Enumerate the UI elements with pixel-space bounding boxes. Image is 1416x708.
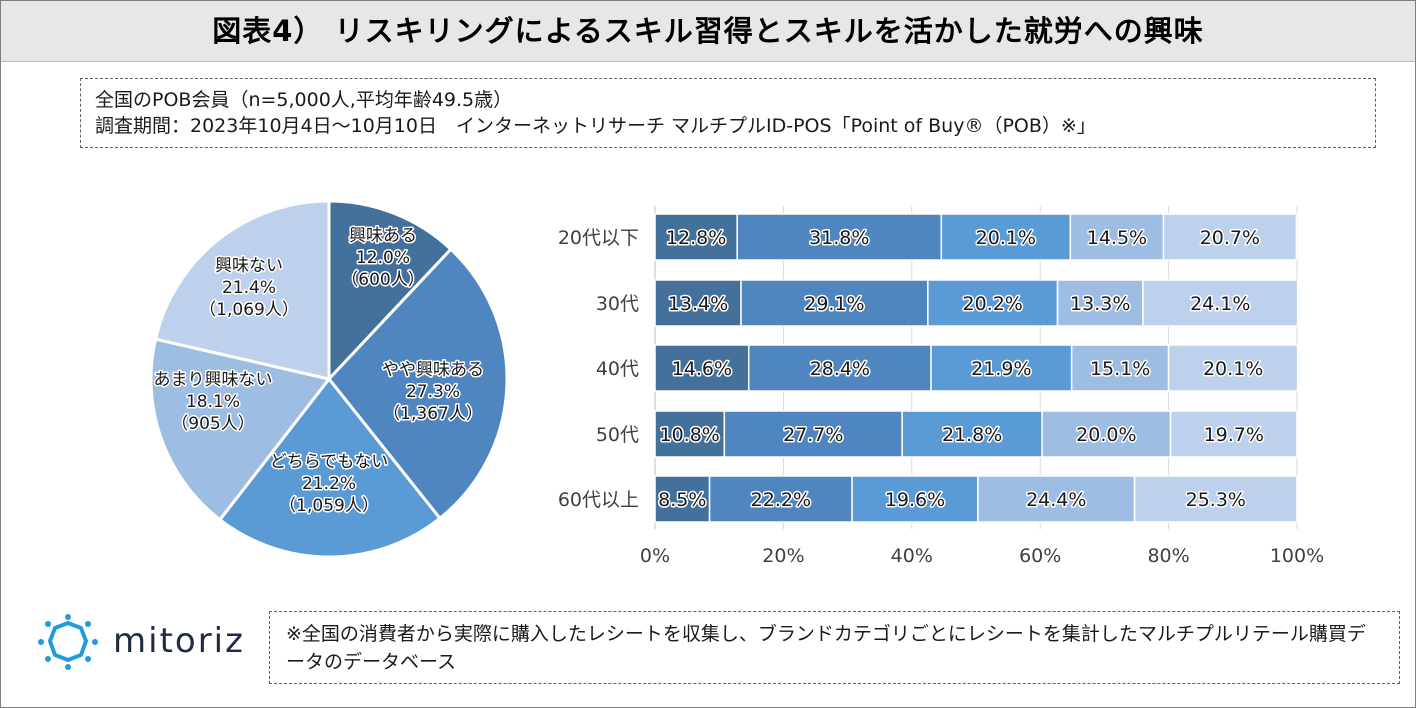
bar-segment	[930, 344, 1073, 392]
bar-data-label: 14.5%	[1087, 227, 1147, 249]
bar-data-label: 31.8%	[809, 227, 869, 249]
pie-slice-1	[327, 199, 453, 383]
brand-name: mitoriz	[113, 621, 245, 661]
pie-label-line: 27.3%	[406, 382, 460, 402]
bar-data-label: 20.2%	[963, 293, 1023, 315]
bar-data-label: 24.1%	[1190, 293, 1250, 315]
bar-segment	[940, 213, 1072, 261]
brand-logo: mitoriz	[33, 613, 263, 673]
survey-period: 調査期間：2023年10月4日～10月10日 インターネットリサーチ マルチプル…	[95, 115, 1096, 137]
pie-label-line: 12.0%	[356, 248, 410, 268]
y-category-label: 30代	[596, 293, 639, 315]
pie-label-5: 興味ない 21.4%（1,069人）	[199, 256, 299, 320]
y-category-label: 20代以下	[558, 227, 639, 249]
footnote-box: ※全国の消費者から実際に購入したレシートを収集し、ブランドカテゴリごとにレシート…	[269, 611, 1400, 684]
pie-label-2: やや興味ある 27.3%（1,367人）	[382, 360, 484, 424]
bar-segment	[1056, 279, 1144, 327]
x-tick-label: 100%	[1270, 545, 1324, 567]
bar-segment	[927, 279, 1059, 327]
bar-segment	[654, 410, 726, 458]
y-category-label: 60代以上	[558, 489, 639, 511]
pie-label-line: 興味ある	[349, 226, 417, 246]
pie-label-line: （1,069人）	[199, 300, 299, 320]
pie-slice-3	[217, 376, 442, 559]
pie-label-line: （1,367人）	[383, 404, 483, 424]
bar-data-label: 19.6%	[885, 489, 945, 511]
pie-label-1: 興味ある 12.0%（600人）	[341, 226, 424, 290]
x-tick-label: 40%	[891, 545, 933, 567]
bar-data-label: 20.1%	[1203, 358, 1263, 380]
bar-segment	[654, 213, 738, 261]
bar-segment	[747, 344, 932, 392]
y-category-label: 40代	[596, 358, 639, 380]
bar-segment	[708, 475, 853, 523]
survey-population: 全国のPOB会員（n=5,000人,平均年齢49.5歳）	[95, 89, 513, 111]
pie-label-line: 21.2%	[302, 474, 356, 494]
pie-label-line: やや興味ある	[382, 360, 484, 380]
bar-data-label: 21.8%	[942, 424, 1002, 446]
x-tick-label: 20%	[762, 545, 804, 567]
bar-data-label: 20.7%	[1200, 227, 1260, 249]
charts-canvas: 興味ある 12.0%（600人） やや興味ある 27.3%（1,367人） どちらでもな…	[149, 199, 1324, 567]
bar-segment	[654, 344, 750, 392]
bar-segment	[1041, 410, 1172, 458]
bar-data-label: 25.3%	[1186, 489, 1246, 511]
bar-data-label: 22.2%	[751, 489, 811, 511]
bar-data-label: 20.0%	[1076, 424, 1136, 446]
bar-data-label: 29.1%	[804, 293, 864, 315]
bar-segment	[1162, 213, 1298, 261]
bar-segment	[736, 213, 943, 261]
x-tick-label: 60%	[1019, 545, 1061, 567]
pie-slice-5	[153, 199, 331, 381]
bar-data-label: 13.3%	[1070, 293, 1130, 315]
x-tick-label: 0%	[640, 545, 670, 567]
footnote-text: ※全国の消費者から実際に購入したレシートを収集し、ブランドカテゴリごとにレシート…	[286, 623, 1366, 673]
pie-label-line: 18.1%	[186, 392, 240, 412]
bar-data-label: 14.6%	[672, 358, 732, 380]
pie-slice-4	[149, 337, 332, 522]
pie-label-line: 興味ない	[215, 256, 283, 276]
x-tick-label: 80%	[1147, 545, 1189, 567]
pie-label-line: あまり興味ない	[154, 370, 273, 390]
title-bar: 図表4） リスキリングによるスキル習得とスキルを活かした就労への興味	[1, 1, 1415, 62]
pie-label-line: （1,059人）	[279, 496, 379, 516]
bar-segment	[1133, 475, 1298, 523]
bar-data-label: 13.4%	[668, 293, 728, 315]
pie-label-line: （600人）	[341, 270, 424, 290]
bar-segment	[723, 410, 903, 458]
pie-chart: 興味ある 12.0%（600人） やや興味ある 27.3%（1,367人） どちらでもな…	[149, 199, 509, 559]
pie-label-line: どちらでもない	[270, 452, 389, 472]
bar-segment	[1169, 410, 1298, 458]
pie-label-line: （905人）	[171, 414, 254, 434]
pie-label-line: 21.4%	[222, 278, 276, 298]
pie-label-3: どちらでもない 21.2%（1,059人）	[270, 452, 389, 516]
bar-data-label: 27.7%	[783, 424, 843, 446]
bar-segment	[654, 279, 742, 327]
bar-segment	[1142, 279, 1299, 327]
bar-data-label: 8.5%	[658, 489, 706, 511]
chart-title: 図表4） リスキリングによるスキル習得とスキルを活かした就労への興味	[212, 14, 1204, 48]
bar-data-label: 15.1%	[1090, 358, 1150, 380]
bar-segment	[1167, 344, 1299, 392]
bar-data-label: 19.7%	[1204, 424, 1264, 446]
bar-data-label: 12.8%	[666, 227, 726, 249]
pie-slice-2	[327, 247, 509, 521]
bar-data-label: 28.4%	[810, 358, 870, 380]
bar-data-label: 20.1%	[976, 227, 1036, 249]
bar-data-label: 21.9%	[971, 358, 1031, 380]
mitoriz-logo-icon	[38, 614, 98, 670]
stacked-bar-chart: 0% 20% 40% 60% 80% 100% 20代以下 12.8% 31.8% 20.1% 14…	[558, 206, 1324, 567]
bar-data-label: 10.8%	[659, 424, 719, 446]
y-category-label: 50代	[596, 424, 639, 446]
pie-label-4: あまり興味ない 18.1%（905人）	[154, 370, 273, 434]
bar-data-label: 24.4%	[1026, 489, 1086, 511]
bar-segment	[901, 410, 1043, 458]
bar-segment	[1070, 344, 1170, 392]
survey-info-box: 全国のPOB会員（n=5,000人,平均年齢49.5歳） 調査期間：2023年1…	[80, 78, 1376, 148]
